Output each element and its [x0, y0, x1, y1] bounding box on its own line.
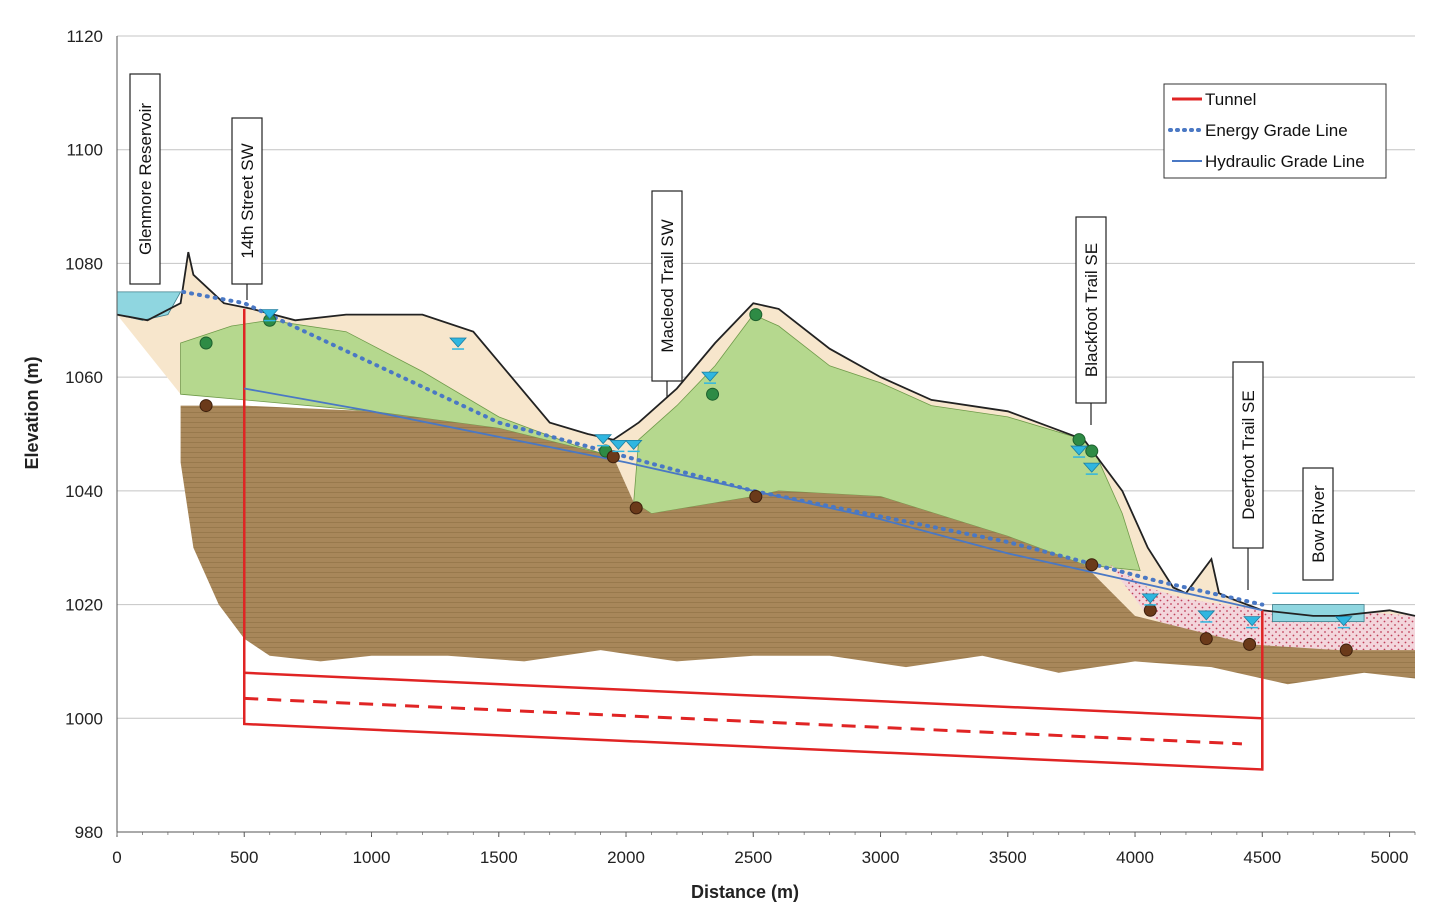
landmark-box [231, 117, 263, 285]
x-tick-label: 500 [230, 848, 258, 867]
green-borehole-point [199, 336, 213, 350]
brown-borehole-point [1243, 637, 1257, 651]
landmark-label: Macleod Trail SW [658, 219, 677, 352]
x-tick-label: 5000 [1371, 848, 1409, 867]
landmark-14th-street-sw: 14th Street SW [231, 117, 263, 300]
x-tick-label: 0 [112, 848, 121, 867]
y-tick-label: 1100 [66, 141, 103, 160]
y-axis-title: Elevation (m) [22, 356, 42, 469]
brown-borehole-point [199, 399, 213, 413]
water-level-marker [1197, 610, 1216, 621]
water-level-marker [701, 371, 719, 382]
y-tick-label: 1120 [66, 27, 103, 46]
legend-label-tunnel: Tunnel [1205, 90, 1256, 109]
landmark-deerfoot-trail-se: Deerfoot Trail SE [1232, 361, 1264, 590]
brown-borehole-point [629, 501, 643, 515]
landmark-label: Deerfoot Trail SE [1239, 390, 1258, 519]
landmark-label: Bow River [1309, 485, 1328, 563]
water-level-marker [1082, 462, 1101, 473]
tunnel-centerline [244, 696, 1243, 746]
tunnel-outline [243, 308, 1264, 771]
green-borehole-point [706, 387, 720, 401]
green-borehole-point [1072, 433, 1086, 447]
water-level-marker [1334, 616, 1353, 627]
landmark-labels: Glenmore Reservoir 14th Street SW Macleod … [129, 73, 1334, 590]
green-borehole-point [749, 308, 763, 322]
brown-borehole-point [1085, 558, 1099, 572]
x-tick-label: 2500 [734, 848, 772, 867]
water-level-marker [609, 439, 628, 450]
borehole-points [199, 308, 1353, 657]
y-tick-label: 1060 [65, 368, 103, 387]
brown-borehole-point [749, 490, 763, 504]
x-tick-label: 3500 [989, 848, 1027, 867]
y-tick-label: 1000 [65, 709, 103, 728]
legend-label-energy: Energy Grade Line [1205, 121, 1348, 140]
x-tick-label: 1000 [353, 848, 391, 867]
landmark-bow-river: Bow River [1302, 467, 1334, 581]
legend-label-hydraulic: Hydraulic Grade Line [1205, 152, 1365, 171]
landmark-box [129, 73, 161, 285]
legend: Tunnel Energy Grade Line Hydraulic Grade… [1163, 83, 1387, 179]
x-tick-label: 3000 [862, 848, 900, 867]
y-tick-label: 1020 [65, 596, 103, 615]
landmark-box [1232, 361, 1264, 549]
y-tick-label: 980 [75, 823, 103, 842]
landmark-box [1302, 467, 1334, 581]
x-tick-label: 2000 [607, 848, 645, 867]
x-axis-title: Distance (m) [691, 882, 799, 902]
water-level-marker [1243, 616, 1262, 627]
x-tick-label: 1500 [480, 848, 518, 867]
water-level-marker [1141, 593, 1160, 604]
landmark-label: 14th Street SW [238, 143, 257, 258]
water-level-marker [260, 309, 279, 320]
brown-borehole-point [606, 450, 620, 464]
water-level-marker [624, 439, 643, 450]
brown-borehole-point [1339, 643, 1353, 657]
y-tick-label: 1080 [65, 254, 103, 273]
hydraulic-grade-line [244, 387, 1263, 612]
water-level-marker [1070, 445, 1088, 456]
soil-layers [116, 251, 1416, 685]
x-tick-label: 4000 [1116, 848, 1154, 867]
landmark-glenmore-reservoir: Glenmore Reservoir [129, 73, 161, 285]
layer-bedrock [180, 405, 1416, 685]
brown-borehole-point [1199, 632, 1213, 646]
landmark-box [1075, 216, 1107, 404]
landmark-macleod-trail-sw: Macleod Trail SW [651, 190, 683, 398]
green-borehole-point [1085, 444, 1099, 458]
brown-borehole-point [1143, 603, 1157, 617]
x-tick-label: 4500 [1243, 848, 1281, 867]
landmark-label: Glenmore Reservoir [136, 103, 155, 255]
water-level-marker [449, 337, 467, 348]
landmark-label: Blackfoot Trail SE [1082, 243, 1101, 377]
water-level-marker [594, 434, 613, 445]
landmark-blackfoot-trail-se: Blackfoot Trail SE [1075, 216, 1107, 425]
axes: 980 1000 1020 1040 1060 1080 1100 1120 0 500 1000 1… [65, 27, 1416, 867]
y-tick-label: 1040 [65, 482, 103, 501]
